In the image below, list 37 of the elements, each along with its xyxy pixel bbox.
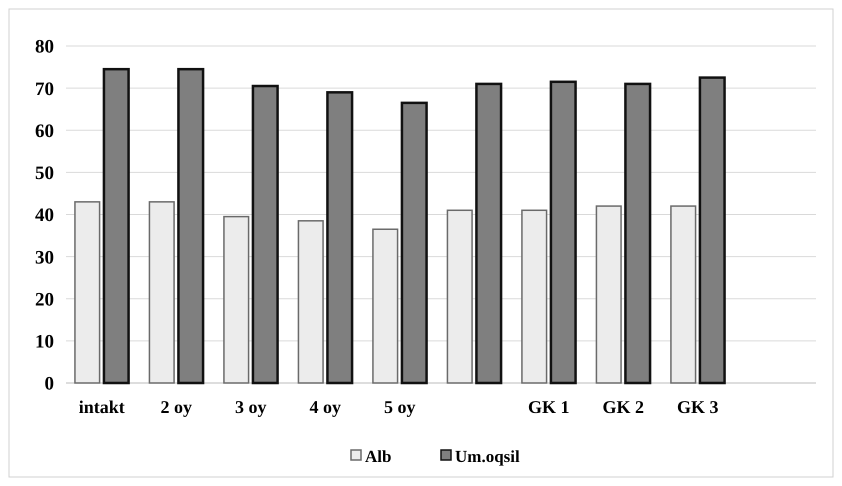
bar [624,82,652,384]
bar [475,82,502,384]
x-tick-label: GK 2 [602,397,644,417]
x-tick-label: GK 1 [528,397,570,417]
bar [74,201,100,384]
bar [102,68,130,384]
bar [177,68,204,384]
y-tick-label: 30 [35,247,54,268]
bar [596,205,622,384]
bar [670,205,696,384]
bar [298,220,324,384]
bar [223,216,250,384]
x-tick-label: 2 oy [160,397,192,417]
legend-label: Um.oqsil [455,446,520,466]
y-tick-label: 80 [35,36,54,58]
bar [326,91,354,384]
bar [252,84,279,384]
bar [698,76,726,384]
x-tick-label: 5 oy [384,397,416,417]
x-tick-label: intakt [78,397,125,417]
bar [372,228,398,384]
y-tick-label: 0 [44,374,54,395]
bar [148,201,175,384]
bar [446,210,473,384]
bar [521,210,548,384]
x-tick-label: GK 3 [676,397,718,417]
y-tick-label: 10 [35,332,54,353]
y-tick-label: 50 [35,163,54,184]
legend-label: Alb [365,446,392,466]
y-tick-label: 60 [35,120,54,142]
y-tick-label: 20 [35,289,54,310]
y-tick-label: 70 [35,78,54,100]
bar [400,102,428,384]
y-tick-label: 40 [35,205,54,226]
x-tick-label: 4 oy [310,397,341,417]
x-tick-label: 3 oy [235,397,267,417]
bar [550,80,577,384]
